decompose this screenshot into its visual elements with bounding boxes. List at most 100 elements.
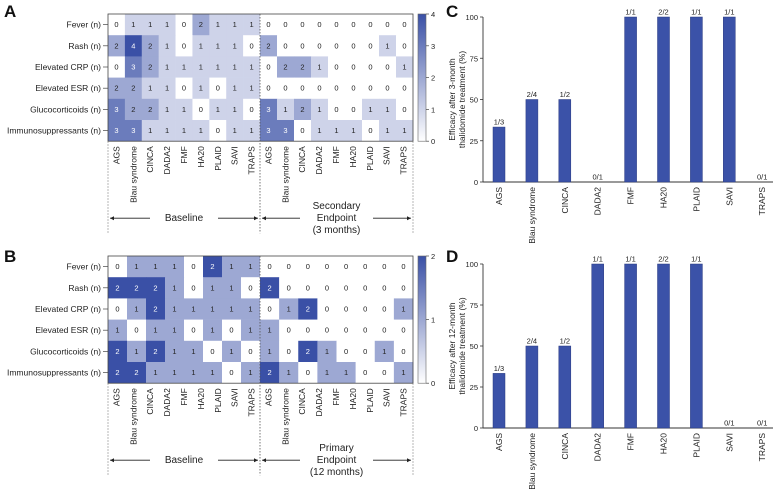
heatmap-cell xyxy=(241,319,261,342)
bar-chart-d: 0 25 50 75 100 Efficacy after 12-month thalido… xyxy=(447,255,773,490)
heatmap-frame xyxy=(107,255,414,384)
column-label: TRAPS xyxy=(399,146,409,175)
cell-value: 1 xyxy=(385,126,389,135)
cell-value: 0 xyxy=(382,368,386,377)
group-label: Baseline xyxy=(165,455,204,466)
heatmap-cell xyxy=(294,14,312,36)
cell-value: 2 xyxy=(131,84,135,93)
bar-data-label: 0/1 xyxy=(757,173,767,182)
column-label: HA20 xyxy=(348,388,358,410)
heatmap-cell xyxy=(127,277,147,299)
heatmap-cell xyxy=(294,56,312,78)
y-tick-label: 50 xyxy=(470,96,478,105)
column-label: SAVI xyxy=(382,388,392,407)
column-label: DADA2 xyxy=(314,388,324,417)
heatmap-cell xyxy=(311,120,329,142)
heatmap-cell xyxy=(243,56,261,78)
heatmap-cell xyxy=(374,277,395,299)
heatmap-cell xyxy=(203,319,223,342)
heatmap-cell xyxy=(141,98,159,121)
cell-value: 0 xyxy=(191,326,195,335)
heatmap-cell xyxy=(146,298,166,320)
heatmap-cell xyxy=(374,298,395,320)
cell-value: 0 xyxy=(115,305,119,314)
heatmap-cell xyxy=(362,35,380,57)
cell-value: 2 xyxy=(114,41,118,50)
heatmap-cell xyxy=(124,14,143,36)
cell-value: 0 xyxy=(114,20,118,29)
cell-value: 1 xyxy=(134,262,138,271)
cell-value: 0 xyxy=(401,262,405,271)
cell-value: 1 xyxy=(148,20,152,29)
heatmap-cell xyxy=(396,77,414,100)
heatmap-cell xyxy=(203,362,223,384)
heatmap-cell xyxy=(311,56,329,78)
bar-data-label: 1/2 xyxy=(560,337,570,346)
heatmap-b: 0 1 1 1 0 2 1 1 2 2 2 1 0 1 1 0 0 1 2 1 1 1 1 1 1 0 1 1 0 1 0 1 2 1 2 1 1 0 1 0… xyxy=(7,252,435,478)
heatmap-cell xyxy=(192,56,210,78)
heatmap-cell xyxy=(146,340,166,363)
cell-value: 1 xyxy=(199,84,203,93)
cell-value: 1 xyxy=(385,105,389,114)
cell-value: 0 xyxy=(114,63,118,72)
cell-value: 0 xyxy=(334,41,338,50)
row-label: Glucocorticoids (n) xyxy=(30,346,101,356)
arrow-head-icon xyxy=(407,458,411,463)
bar xyxy=(690,16,703,183)
heatmap-cell xyxy=(294,35,312,57)
heatmap-cell xyxy=(393,277,414,299)
x-tick-label: PLAID xyxy=(691,187,701,212)
cell-value: 1 xyxy=(283,105,287,114)
cell-value: 0 xyxy=(216,126,220,135)
cell-value: 1 xyxy=(131,20,135,29)
heatmap-cell xyxy=(108,77,126,100)
heatmap-cell xyxy=(222,340,242,363)
bar-data-label: 1/3 xyxy=(494,118,504,127)
column-label: PLAID xyxy=(213,146,223,171)
cell-value: 0 xyxy=(248,283,252,292)
heatmap-cell xyxy=(108,35,126,57)
heatmap-cell xyxy=(165,256,185,278)
cell-value: 3 xyxy=(283,126,287,135)
column-label: SAVI xyxy=(382,146,392,165)
row-label: Immunosuppressants (n) xyxy=(7,126,101,136)
heatmap-cell xyxy=(108,298,128,320)
cell-value: 0 xyxy=(306,368,310,377)
cell-value: 3 xyxy=(114,126,118,135)
cell-value: 0 xyxy=(401,283,405,292)
x-tick-label: CINCA xyxy=(560,433,570,460)
y-tick-label: 0 xyxy=(474,424,478,433)
heatmap-cell xyxy=(355,256,376,278)
cell-value: 0 xyxy=(363,305,367,314)
cell-value: 1 xyxy=(401,368,405,377)
row-label: Rash (n) xyxy=(68,283,101,293)
cell-value: 0 xyxy=(351,84,355,93)
cell-value: 0 xyxy=(401,347,405,356)
cell-value: 1 xyxy=(317,63,321,72)
cell-value: 1 xyxy=(199,41,203,50)
heatmap-cell xyxy=(127,340,147,363)
cell-value: 1 xyxy=(229,305,233,314)
x-tick-label: FMF xyxy=(626,187,636,204)
bar xyxy=(558,345,572,429)
cell-value: 2 xyxy=(114,84,118,93)
column-label: TRAPS xyxy=(247,388,257,417)
column-label: SAVI xyxy=(230,388,240,407)
cell-value: 0 xyxy=(283,41,287,50)
cell-value: 1 xyxy=(134,305,138,314)
row-label: Elevated ESR (n) xyxy=(35,325,101,335)
bar xyxy=(657,16,670,183)
heatmap-cell xyxy=(260,340,280,363)
heatmap-cell xyxy=(311,98,329,121)
cell-value: 0 xyxy=(325,262,329,271)
cell-value: 1 xyxy=(248,305,252,314)
cell-value: 1 xyxy=(172,305,176,314)
heatmap-cell xyxy=(165,298,185,320)
heatmap-cell xyxy=(184,277,204,299)
heatmap-cell xyxy=(298,340,318,363)
cell-value: 0 xyxy=(344,262,348,271)
panel-label-b: B xyxy=(4,247,16,266)
heatmap-cell xyxy=(393,256,414,278)
bar-data-label: 1/1 xyxy=(724,8,734,17)
heatmap-cell xyxy=(362,98,380,121)
